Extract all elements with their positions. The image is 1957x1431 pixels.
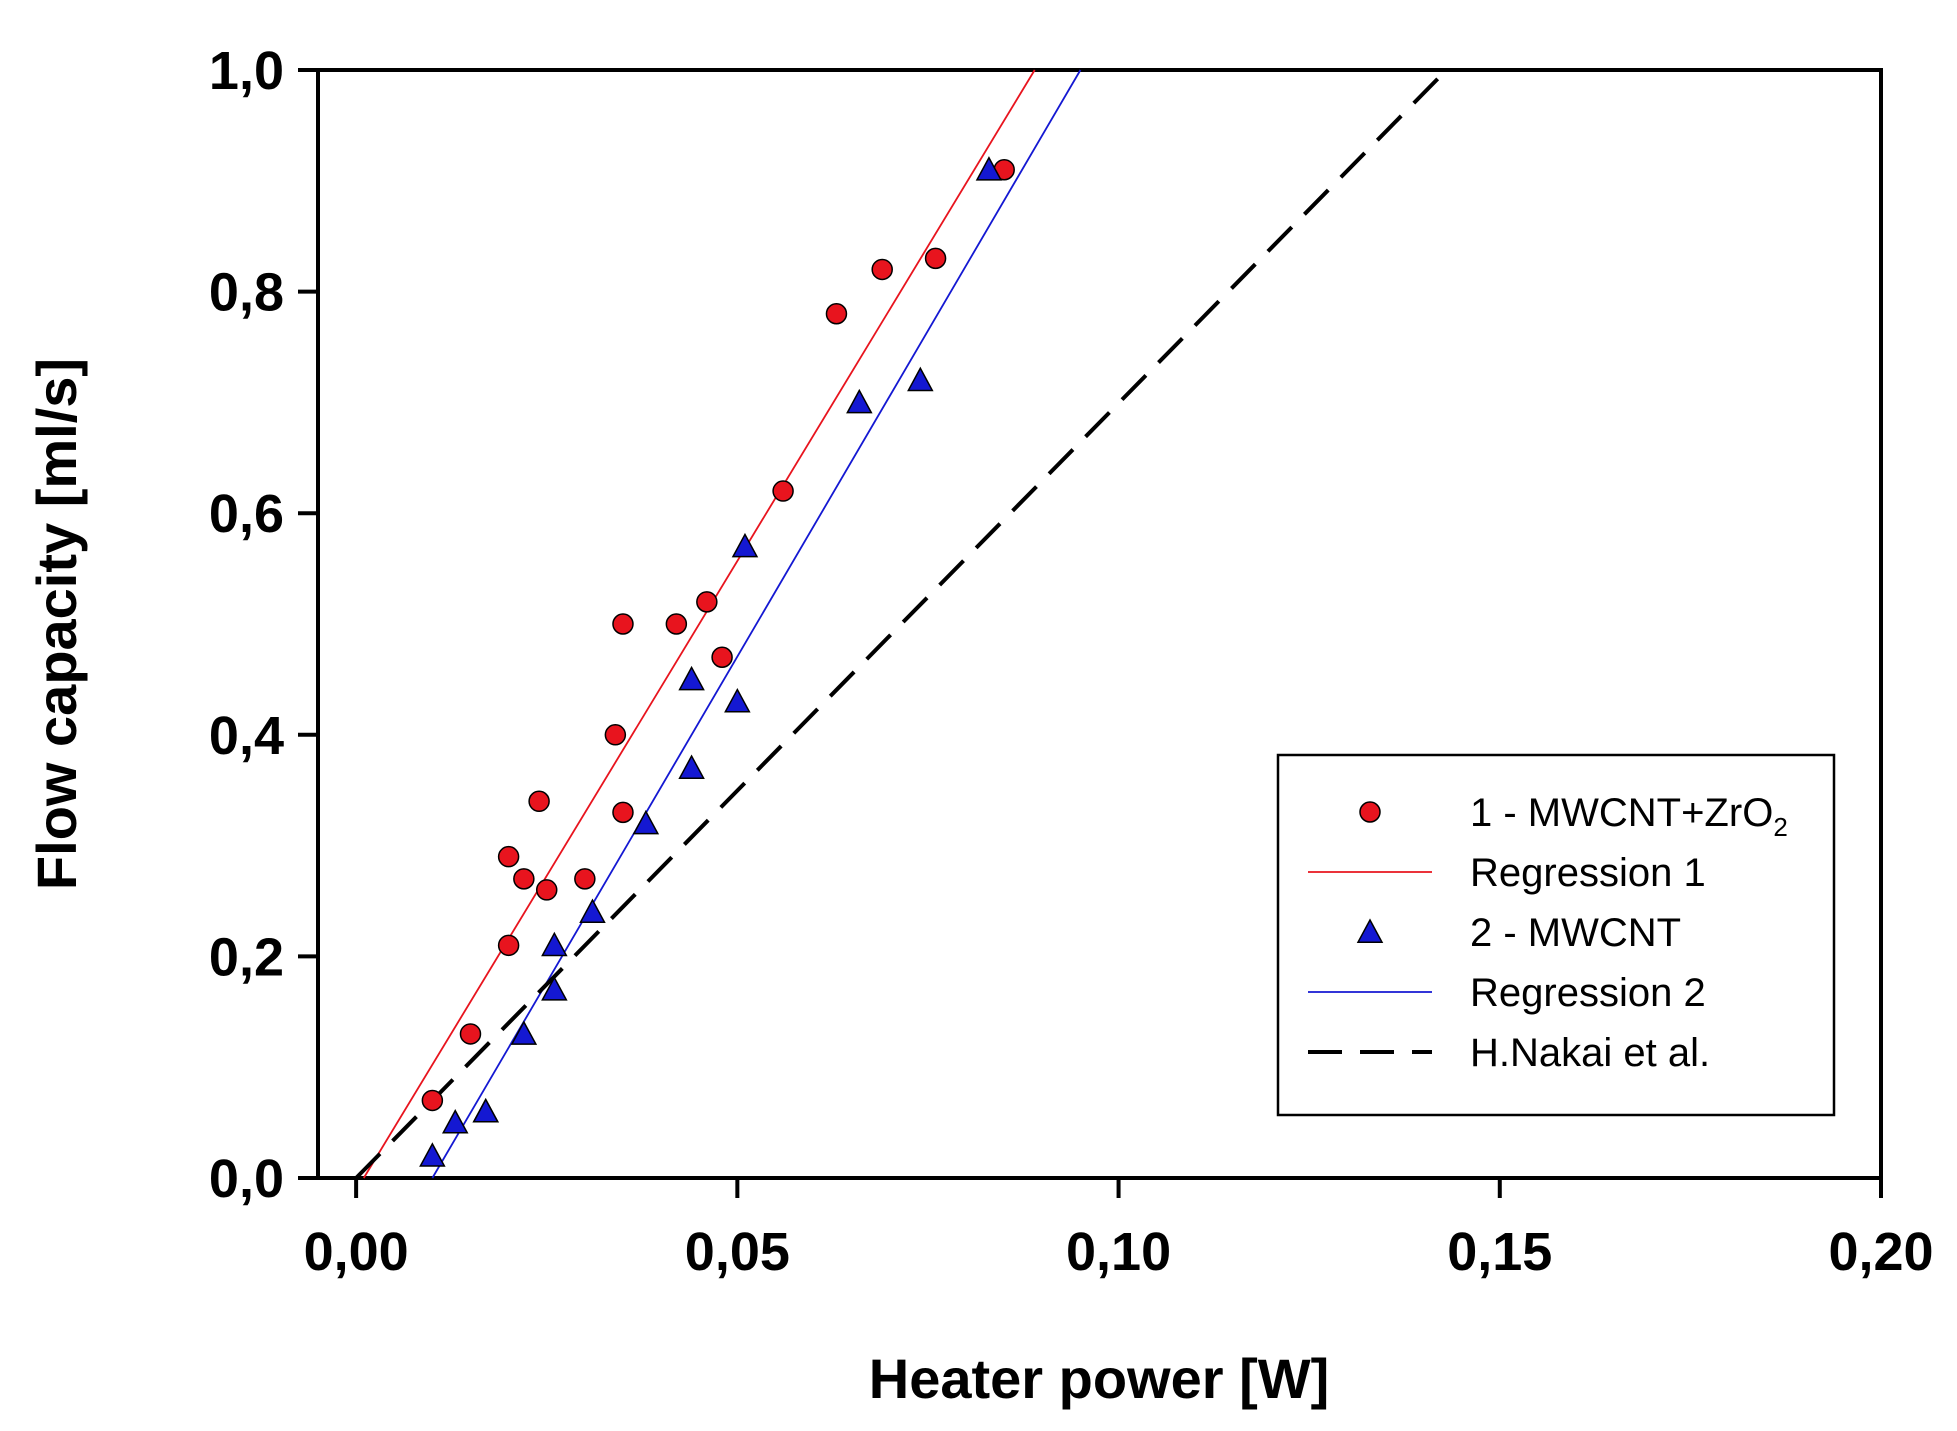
y-tick-label: 0,6: [209, 484, 284, 544]
circle-point: [513, 868, 535, 890]
legend-label-3: 2 - MWCNT: [1470, 911, 1681, 955]
x-tick-label: 0,00: [304, 1222, 409, 1282]
triangle-point: [678, 754, 705, 779]
axis-ticks: 0,00 0,05 0,10 0,15 0,20 0,0 0,2 0,4 0,6 0,8 1,0: [209, 41, 1934, 1282]
x-tick-label: 0,20: [1828, 1222, 1933, 1282]
x-axis-title: Heater power [W]: [869, 1347, 1330, 1410]
plot-frame: [316, 68, 1883, 1180]
triangle-point: [907, 366, 934, 392]
series-lines: [354, 68, 1448, 1180]
series-line-4: [431, 69, 1082, 1179]
y-tick-label: 0,8: [209, 263, 284, 323]
circle-point: [421, 1089, 444, 1112]
legend-label-subscript: 2: [1773, 812, 1787, 842]
circle-point: [696, 591, 718, 613]
legend-marker-1: [1359, 801, 1381, 823]
circle-point: [772, 480, 794, 502]
triangle-point: [724, 687, 751, 713]
series-line-2: [362, 69, 1036, 1179]
legend-label-2: Regression 1: [1470, 851, 1706, 895]
series-markers: [419, 156, 1015, 1167]
circle-point: [535, 879, 558, 901]
y-tick-label: 1,0: [209, 41, 284, 101]
triangle-point: [541, 931, 568, 957]
circle-point: [497, 845, 520, 868]
triangle-point: [419, 1142, 446, 1167]
circle-point: [612, 801, 634, 824]
triangle-point: [472, 1097, 499, 1123]
circle-point: [711, 646, 733, 668]
circle-point: [497, 934, 520, 957]
circle-point: [871, 258, 893, 281]
legend-marker-3: [1356, 918, 1384, 943]
triangle-point: [731, 532, 759, 558]
triangle-point: [975, 156, 1003, 181]
triangle-point: [541, 976, 568, 1001]
circle-point: [924, 247, 947, 270]
y-tick-label: 0,2: [209, 927, 284, 987]
circle-point: [825, 303, 848, 325]
x-tick-label: 0,15: [1447, 1222, 1552, 1282]
legend-label-5: H.Nakai et al.: [1470, 1031, 1710, 1075]
triangle-point: [510, 1020, 538, 1045]
circle-point: [574, 868, 596, 890]
y-tick-label: 0,0: [209, 1149, 284, 1209]
legend-label-4: Regression 2: [1470, 971, 1706, 1015]
circle-point: [528, 790, 550, 813]
circle-point: [604, 724, 627, 746]
circle-point: [459, 1023, 482, 1045]
chart-legend: 1 - MWCNT+ZrO2 Regression 1 2 - MWCNT Regre…: [1276, 753, 1836, 1117]
triangle-point: [846, 388, 873, 414]
y-tick-label: 0,4: [209, 706, 284, 766]
x-tick-label: 0,10: [1066, 1222, 1171, 1282]
triangle-point: [579, 898, 606, 924]
circle-point: [665, 613, 688, 635]
circle-point: [612, 613, 634, 635]
legend-label-1: 1 - MWCNT+ZrO2: [1470, 791, 1788, 842]
triangle-point: [441, 1109, 469, 1134]
y-axis-title: Flow capacity [ml/s]: [25, 358, 88, 890]
triangle-point: [632, 809, 660, 835]
x-tick-label: 0,05: [685, 1222, 790, 1282]
triangle-point: [678, 665, 705, 691]
